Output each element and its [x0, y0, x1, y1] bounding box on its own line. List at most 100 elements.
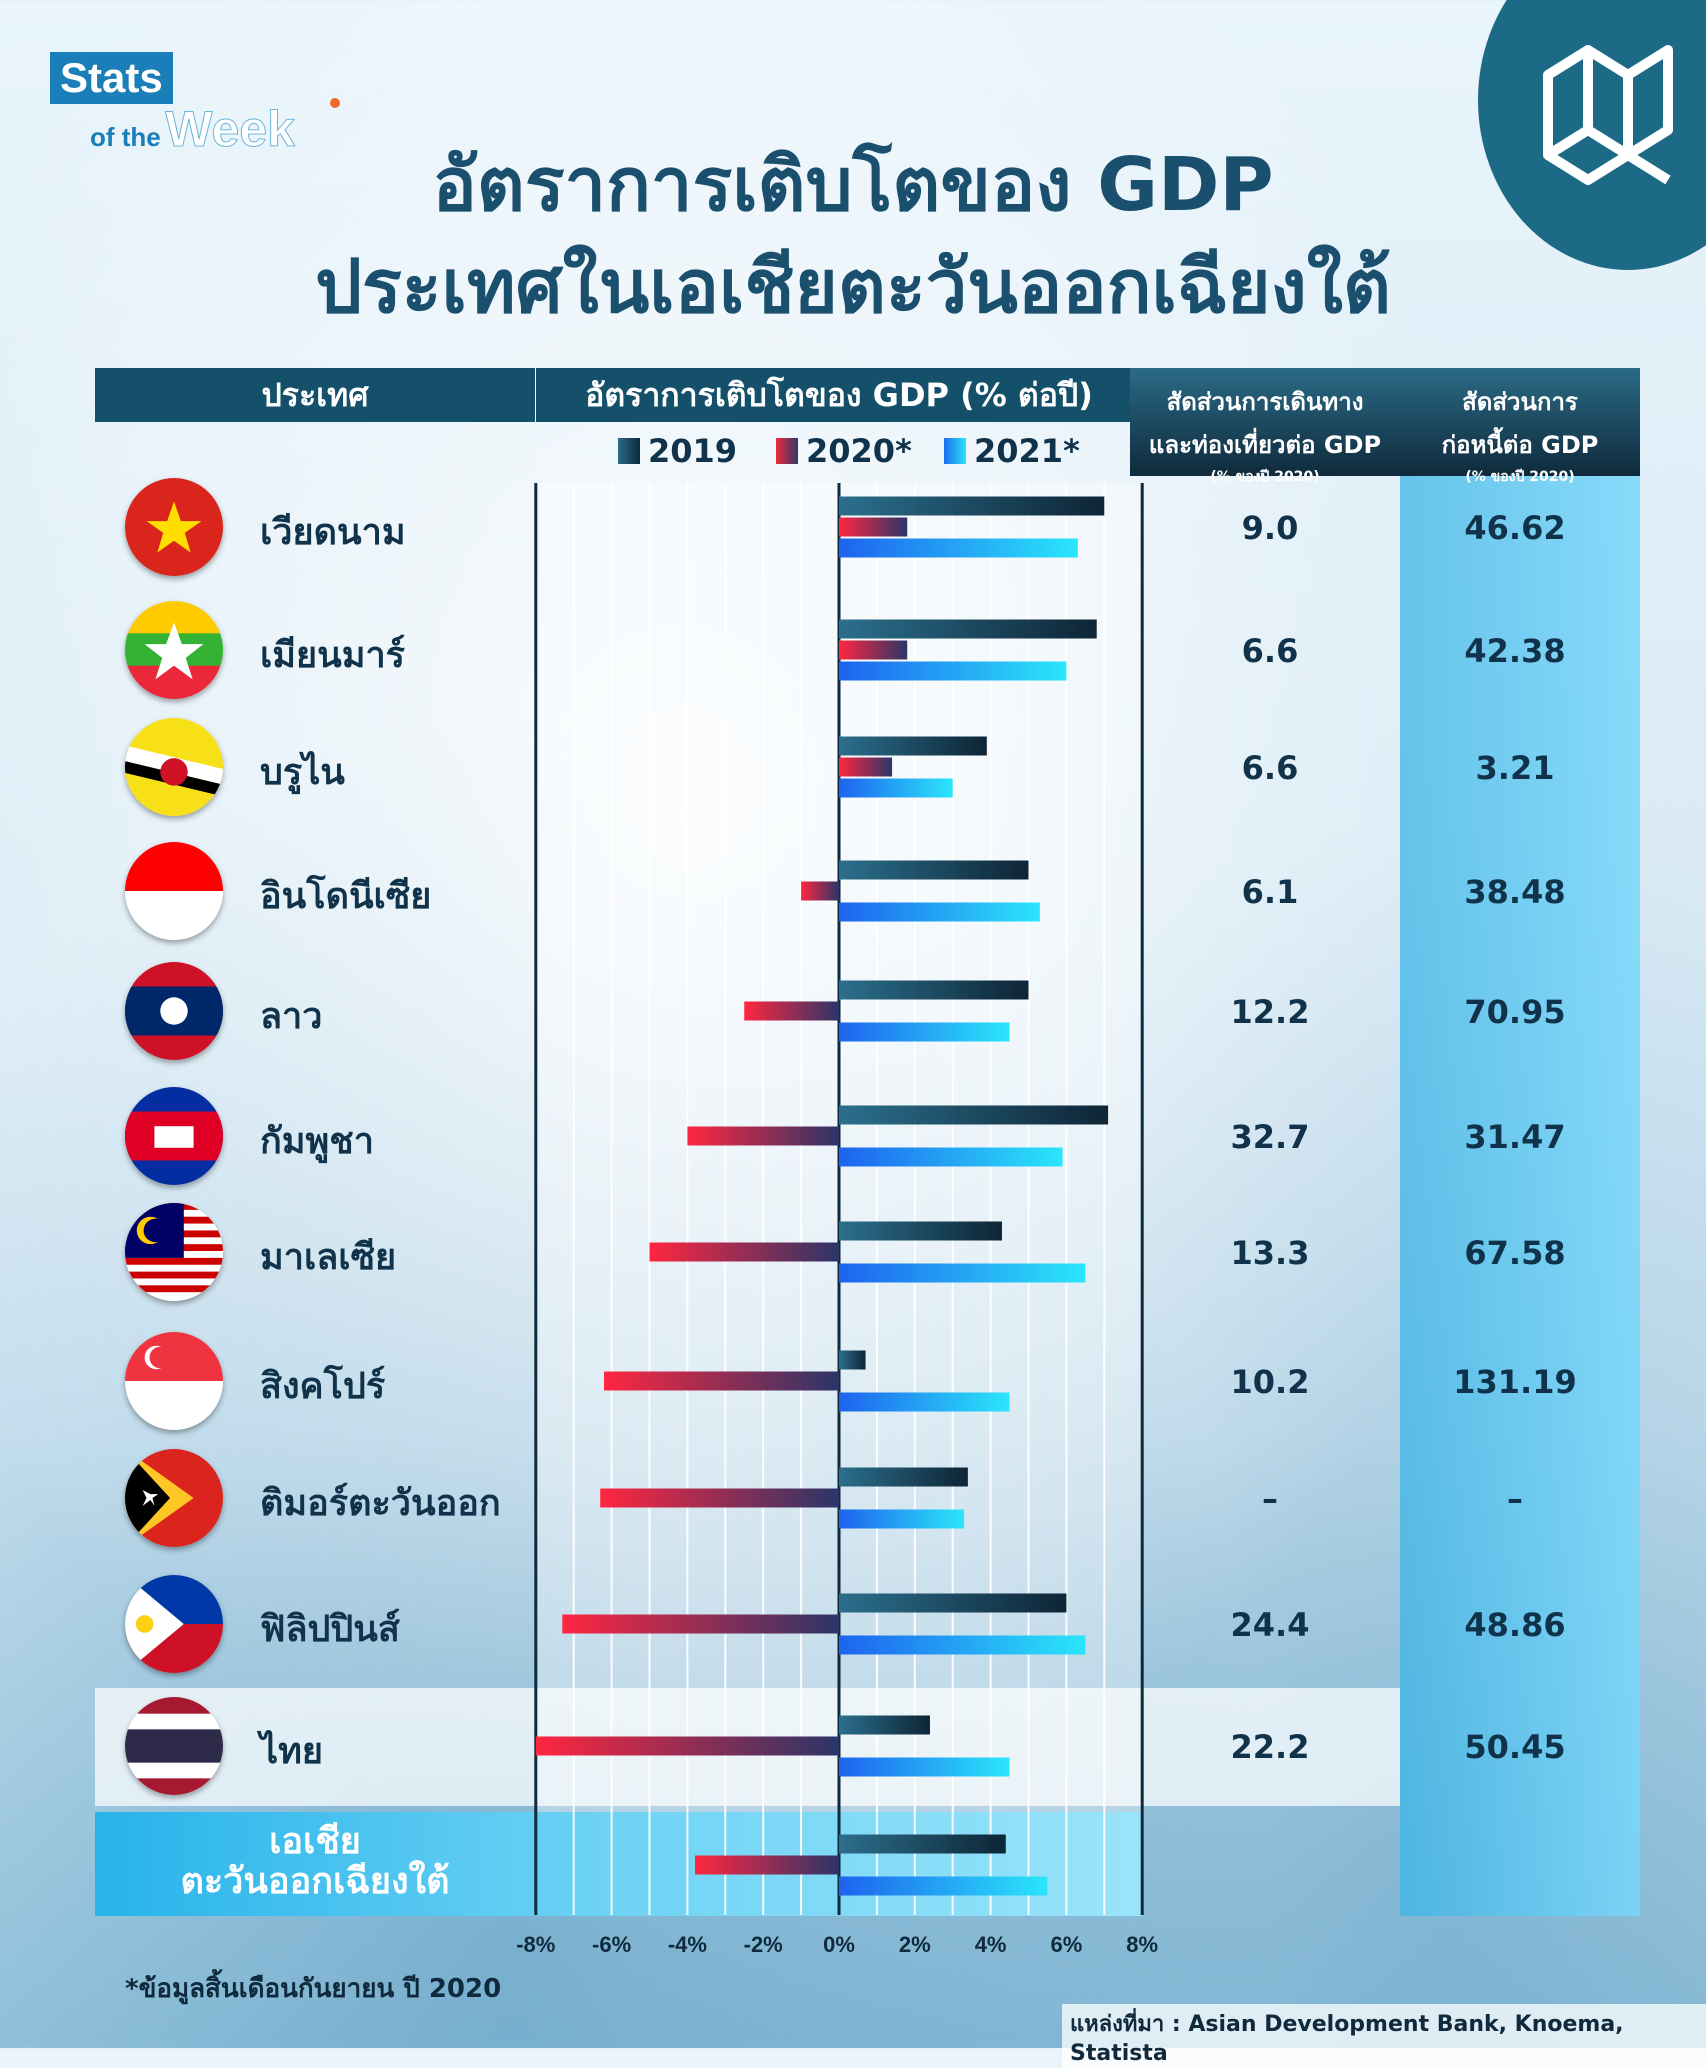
bar-2021-10 — [839, 1757, 1010, 1777]
stats-of-the-week-logo: Stats of the Week — [50, 52, 340, 158]
bar-2021-9 — [839, 1635, 1086, 1655]
page-title-line1: อัตราการเติบโตของ GDP — [432, 142, 1274, 228]
bar-2021-6 — [839, 1263, 1086, 1283]
country-name: ลาว — [260, 996, 323, 1037]
asean-label-line2: ตะวันออกเฉียงใต้ — [180, 1861, 450, 1902]
brand-week: Week — [165, 101, 296, 158]
bar-2020-9 — [562, 1614, 839, 1634]
bar-2020-0 — [839, 517, 908, 537]
bar-2020-2 — [839, 757, 893, 777]
x-tick-label: -4% — [668, 1932, 707, 1957]
thailand-flag-icon — [125, 1697, 223, 1795]
country-name: เวียดนาม — [260, 512, 406, 553]
myanmar-flag-icon — [125, 601, 223, 699]
country-name: บรูไน — [260, 752, 345, 793]
source-note: แหล่งที่มา : Asian Development Bank, Kno… — [1062, 2004, 1706, 2068]
debt-value: 3.21 — [1475, 749, 1555, 787]
header-debt-note: (% ของปี 2020) — [1465, 469, 1575, 485]
legend-swatch-2019 — [618, 438, 640, 464]
legend-2019: 2019 — [618, 432, 737, 470]
bar-2021-1 — [839, 661, 1067, 681]
indonesia-flag-icon — [125, 842, 223, 940]
bar-2021-3 — [839, 902, 1040, 922]
bar-2020-4 — [744, 1001, 839, 1021]
tourism-value: 24.4 — [1230, 1606, 1310, 1644]
bar-2020-8 — [600, 1488, 839, 1508]
thailand-row-highlight-values — [1142, 1688, 1400, 1806]
bar-2020-6 — [649, 1242, 839, 1262]
debt-value: – — [1507, 1480, 1523, 1518]
bar-2019-3 — [839, 860, 1029, 880]
country-name: ติมอร์ตะวันออก — [260, 1483, 501, 1524]
country-name: กัมพูชา — [260, 1121, 374, 1162]
tourism-value: 6.6 — [1241, 632, 1299, 670]
laos-flag-icon — [125, 962, 223, 1060]
bar-2019-9 — [839, 1593, 1067, 1613]
country-name: ไทย — [260, 1731, 323, 1772]
debt-value: 31.47 — [1464, 1118, 1566, 1156]
brunei-flag-icon — [125, 718, 223, 816]
legend-2021: 2021* — [944, 432, 1080, 470]
legend-2020: 2020* — [776, 432, 912, 470]
bar-2020-3 — [801, 881, 839, 901]
bar-2021-5 — [839, 1147, 1063, 1167]
x-tick-label: 6% — [1051, 1932, 1083, 1957]
bar-2021-0 — [839, 538, 1078, 558]
bar-2019-4 — [839, 980, 1029, 1000]
brand-dot — [330, 98, 340, 108]
bar-2019-8 — [839, 1467, 968, 1487]
debt-value: 131.19 — [1453, 1363, 1577, 1401]
bar-2019-10 — [839, 1715, 930, 1735]
x-tick-label: 0% — [823, 1932, 855, 1957]
brand-sub: of the Week — [90, 100, 295, 158]
brand-of-the: of the — [90, 122, 161, 152]
country-name: เมียนมาร์ — [260, 635, 406, 676]
x-tick-label: 8% — [1126, 1932, 1158, 1957]
bar-2019-2 — [839, 736, 987, 756]
header-tourism-line1: สัดส่วนการเดินทาง — [1166, 388, 1364, 416]
tourism-value: 9.0 — [1241, 509, 1299, 547]
bar-2019-6 — [839, 1221, 1002, 1241]
page-title-line2: ประเทศในเอเชียตะวันออกเฉียงใต้ — [315, 244, 1391, 330]
brand-stats: Stats — [50, 52, 173, 104]
legend-label-2021: 2021* — [974, 432, 1080, 470]
malaysia-flag-icon — [125, 1203, 223, 1301]
debt-value: 46.62 — [1464, 509, 1566, 547]
bar-2020-7 — [604, 1371, 839, 1391]
singapore-flag-icon — [125, 1332, 223, 1430]
debt-value: 42.38 — [1464, 632, 1566, 670]
debt-value: 70.95 — [1464, 993, 1566, 1031]
country-name: อินโดนีเซีย — [260, 876, 432, 917]
debt-column-background — [1400, 476, 1640, 1916]
header-gdp-growth: อัตราการเติบโตของ GDP (% ต่อปี) — [536, 368, 1142, 422]
tourism-value: 22.2 — [1230, 1728, 1310, 1766]
philippines-flag-icon — [125, 1575, 223, 1673]
country-name: ฟิลิปปินส์ — [260, 1609, 400, 1650]
tourism-value: 10.2 — [1230, 1363, 1310, 1401]
cambodia-flag-icon — [125, 1087, 223, 1185]
legend-label-2019: 2019 — [648, 432, 738, 470]
bar-2020-11 — [694, 1855, 839, 1875]
legend-swatch-2021 — [944, 438, 966, 464]
debt-value: 48.86 — [1464, 1606, 1566, 1644]
tourism-value: 32.7 — [1230, 1118, 1310, 1156]
header-tourism-line2: และท่องเที่ยวต่อ GDP — [1148, 431, 1382, 459]
bar-2020-1 — [839, 640, 908, 660]
header-tourism-note: (% ของปี 2020) — [1210, 469, 1320, 485]
header-debt: สัดส่วนการ ก่อหนี้ต่อ GDP (% ของปี 2020) — [1400, 368, 1640, 485]
bar-2021-4 — [839, 1022, 1010, 1042]
footnote: *ข้อมูลสิ้นเดือนกันยายน ปี 2020 — [125, 1974, 502, 2004]
debt-value: 50.45 — [1464, 1728, 1566, 1766]
bar-2021-11 — [839, 1876, 1048, 1896]
publisher-mark-icon — [1543, 45, 1673, 185]
x-tick-label: 4% — [975, 1932, 1007, 1957]
bar-2019-5 — [839, 1105, 1109, 1125]
publisher-logo — [1478, 0, 1706, 270]
bar-2020-10 — [535, 1736, 839, 1756]
bar-2019-7 — [839, 1350, 866, 1370]
country-name: สิงคโปร์ — [260, 1366, 386, 1407]
tourism-value: – — [1262, 1480, 1278, 1518]
tourism-value: 6.1 — [1241, 873, 1299, 911]
tourism-value: 12.2 — [1230, 993, 1310, 1031]
asean-label-line1: เอเชีย — [269, 1821, 361, 1862]
